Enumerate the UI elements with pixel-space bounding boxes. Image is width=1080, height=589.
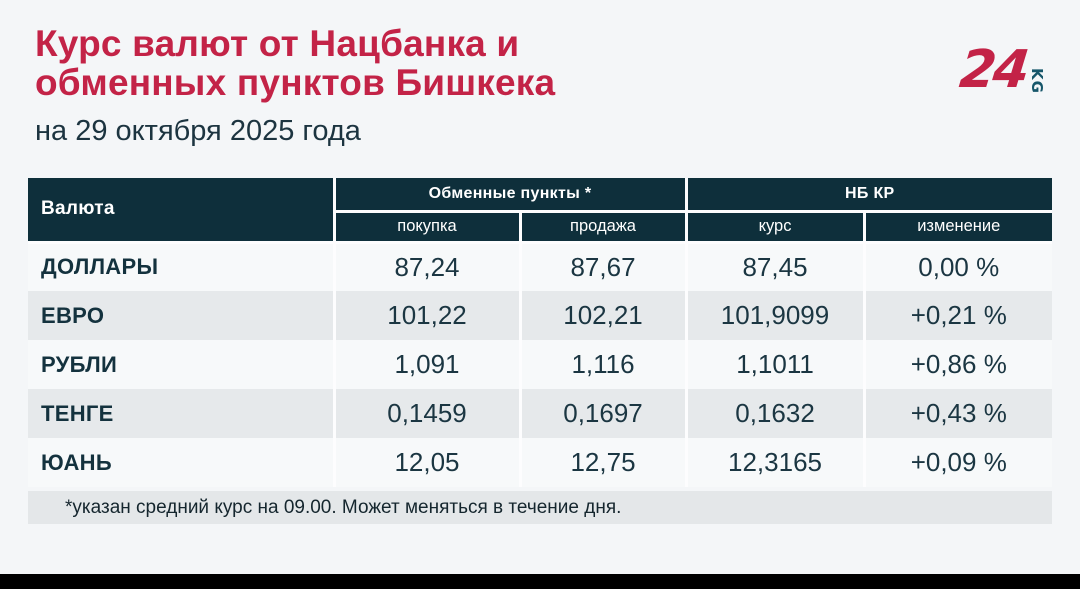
currency-name: РУБЛИ [28, 340, 334, 389]
bottom-black-bar [0, 574, 1080, 589]
rate-value: 87,45 [684, 242, 865, 291]
group-header-row: Валюта Обменные пункты * НБ КР [28, 178, 1053, 244]
currency-name: ДОЛЛАРЫ [28, 242, 334, 291]
page-title: Курс валют от Нацбанка и обменных пунктов… [35, 24, 1052, 102]
sub-header-row: покупка продажа курс изменение [28, 211, 1053, 244]
rate-value: 0,1632 [684, 389, 865, 438]
currency-name: ЕВРО [28, 291, 334, 340]
buy-value: 12,05 [332, 438, 520, 487]
change-value: +0,09 % [862, 438, 1053, 487]
footnote: *указан средний курс на 09.00. Может мен… [28, 491, 1052, 524]
title-line-2: обменных пунктов Бишкека [35, 62, 556, 103]
change-value: +0,86 % [862, 340, 1053, 389]
logo-24kg: 24 KG [956, 40, 1046, 100]
table-row-yuan: ЮАНЬ 12,05 12,75 12,3165 +0,09 % [28, 438, 1053, 487]
title-line-1: Курс валют от Нацбанка и [35, 23, 520, 64]
rate-value: 1,1011 [684, 340, 865, 389]
group-header-exchange-points: Обменные пункты * [332, 178, 687, 213]
rate-value: 12,3165 [684, 438, 865, 487]
currency-name: ТЕНГЕ [28, 389, 334, 438]
change-value: +0,21 % [862, 291, 1053, 340]
column-header-currency: Валюта [28, 178, 334, 244]
buy-value: 0,1459 [332, 389, 520, 438]
column-header-change: изменение [862, 211, 1053, 244]
logo-kg-label: KG [1028, 68, 1046, 94]
table-row-rubles: РУБЛИ 1,091 1,116 1,1011 +0,86 % [28, 340, 1053, 389]
currency-name: ЮАНЬ [28, 438, 334, 487]
table-row-euro: ЕВРО 101,22 102,21 101,9099 +0,21 % [28, 291, 1053, 340]
sell-value: 12,75 [518, 438, 687, 487]
buy-value: 101,22 [332, 291, 520, 340]
buy-value: 87,24 [332, 242, 520, 291]
logo-24-icon: 24 [956, 40, 1030, 100]
table-row-dollars: ДОЛЛАРЫ 87,24 87,67 87,45 0,00 % [28, 242, 1053, 291]
sell-value: 1,116 [518, 340, 687, 389]
currency-infographic: Курс валют от Нацбанка и обменных пунктов… [0, 24, 1080, 589]
date-subtitle: на 29 октября 2025 года [35, 115, 361, 147]
buy-value: 1,091 [332, 340, 520, 389]
change-value: 0,00 % [862, 242, 1053, 291]
group-header-nbkr: НБ КР [684, 178, 1053, 213]
column-header-sell: продажа [518, 211, 687, 244]
sell-value: 87,67 [518, 242, 687, 291]
sell-value: 0,1697 [518, 389, 687, 438]
column-header-buy: покупка [332, 211, 520, 244]
column-header-rate: курс [684, 211, 865, 244]
rate-value: 101,9099 [684, 291, 865, 340]
change-value: +0,43 % [862, 389, 1053, 438]
sell-value: 102,21 [518, 291, 687, 340]
rates-table: Валюта Обменные пункты * НБ КР покупка п… [28, 178, 1053, 487]
table-row-tenge: ТЕНГЕ 0,1459 0,1697 0,1632 +0,43 % [28, 389, 1053, 438]
